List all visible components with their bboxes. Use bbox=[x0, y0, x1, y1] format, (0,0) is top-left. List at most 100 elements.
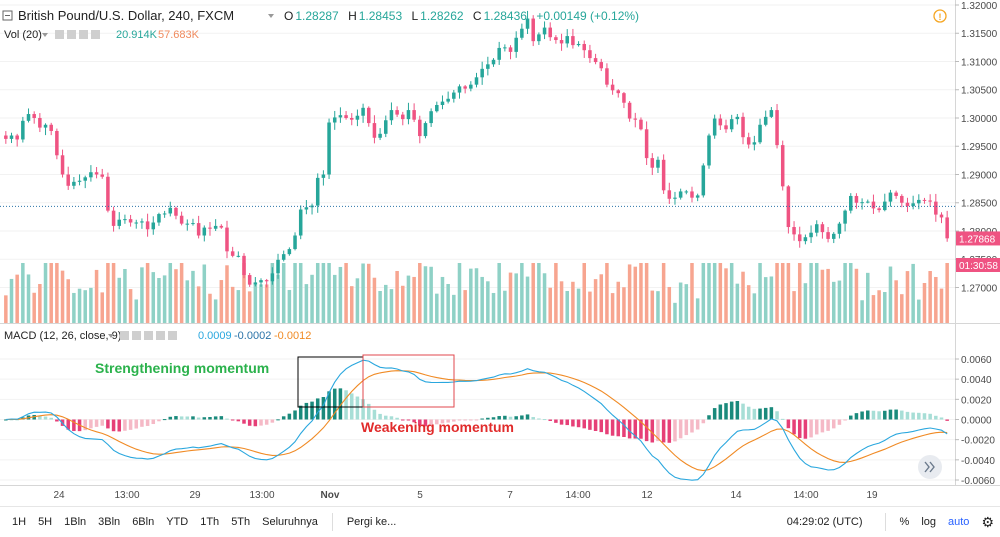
macd-histogram-bar bbox=[83, 419, 87, 431]
macd-histogram-bar bbox=[474, 419, 479, 421]
candle-body bbox=[287, 249, 292, 255]
candle-body bbox=[395, 110, 399, 115]
gear-icon[interactable]: ⚙ bbox=[981, 513, 994, 530]
candle-body bbox=[559, 40, 564, 44]
volume-bar bbox=[542, 273, 547, 323]
macd-histogram-bar bbox=[616, 419, 621, 437]
macd-histogram-bar bbox=[89, 419, 93, 429]
macd-histogram-bar bbox=[276, 419, 280, 421]
study-controls[interactable] bbox=[120, 331, 177, 340]
volume-bar bbox=[701, 263, 706, 323]
macd-histogram-bar bbox=[695, 419, 700, 430]
candle-body bbox=[15, 135, 19, 140]
goto-date-button[interactable]: Pergi ke... bbox=[346, 516, 397, 528]
svg-text:Vol (20): Vol (20) bbox=[4, 29, 42, 41]
chevron-down-icon[interactable] bbox=[268, 14, 274, 18]
candle-body bbox=[894, 192, 898, 196]
chevron-down-icon[interactable] bbox=[42, 33, 48, 37]
candle-body bbox=[338, 115, 343, 118]
candle-body bbox=[814, 224, 819, 233]
macd-histogram-bar bbox=[191, 416, 195, 420]
candle-body bbox=[293, 235, 297, 250]
range-button-5h[interactable]: 5H bbox=[38, 516, 53, 528]
macd-histogram-bar bbox=[866, 410, 870, 420]
volume-bar bbox=[763, 277, 768, 323]
macd-histogram-bar bbox=[661, 419, 666, 443]
collapse-icon[interactable] bbox=[2, 10, 13, 21]
candle-body bbox=[4, 135, 8, 139]
macd-histogram-bar bbox=[293, 410, 297, 420]
range-button-1bln[interactable]: 1Bln bbox=[64, 516, 87, 528]
macd-histogram-bar bbox=[877, 411, 881, 420]
candle-body bbox=[378, 133, 382, 138]
volume-bar bbox=[355, 278, 360, 323]
volume-bar bbox=[349, 286, 354, 323]
volume-bar bbox=[531, 263, 535, 323]
volume-bar bbox=[162, 275, 167, 323]
volume-bar bbox=[111, 263, 116, 323]
macd-axis[interactable]: 0.0060 0.0040 0.0020 0.0000 -0.0020 -0.0040 -0… bbox=[955, 355, 995, 487]
range-button-seluruhnya[interactable]: Seluruhnya bbox=[262, 516, 318, 528]
macd-histogram-bar bbox=[446, 419, 450, 423]
candle-body bbox=[588, 50, 592, 59]
macd-histogram-bar bbox=[196, 417, 201, 420]
macd-tick-label: -0.0040 bbox=[961, 456, 995, 467]
volume-bar bbox=[247, 291, 252, 323]
macd-histogram-bar bbox=[401, 419, 405, 421]
candle-body bbox=[718, 118, 723, 126]
volume-bar bbox=[520, 263, 524, 323]
volume-bar bbox=[264, 284, 269, 323]
range-button-1th[interactable]: 1Th bbox=[200, 516, 220, 528]
percent-toggle[interactable]: % bbox=[899, 516, 910, 528]
candle-body bbox=[644, 129, 649, 159]
candle-body bbox=[786, 186, 791, 228]
macd-histogram-bar bbox=[678, 419, 683, 439]
volume-bar bbox=[831, 281, 836, 323]
macd-histogram-bar bbox=[588, 419, 592, 430]
macd-header: MACD (12, 26, close, 9) 0.0009 -0.0002 -… bbox=[4, 330, 311, 342]
macd-histogram-bar bbox=[849, 415, 853, 420]
volume-bar bbox=[55, 263, 59, 323]
macd-histogram-bar bbox=[497, 416, 501, 420]
study-controls[interactable] bbox=[55, 30, 100, 39]
macd-histogram-bar bbox=[576, 419, 581, 428]
candle-body bbox=[315, 177, 320, 206]
chart-canvas[interactable]: Strengthening momentum Weakening momentu… bbox=[0, 0, 1000, 506]
macd-histogram-bar bbox=[43, 416, 48, 420]
volume-bar bbox=[945, 263, 949, 323]
candle-body bbox=[582, 43, 587, 51]
scroll-to-realtime-button[interactable] bbox=[918, 455, 942, 479]
macd-histogram-bar bbox=[389, 416, 394, 420]
range-button-3bln[interactable]: 3Bln bbox=[98, 516, 121, 528]
macd-histogram-bar bbox=[780, 418, 785, 420]
chevron-down-icon[interactable] bbox=[108, 334, 114, 338]
candle-body bbox=[866, 201, 870, 203]
volume-bar bbox=[446, 283, 450, 323]
macd-histogram-bar bbox=[894, 409, 898, 420]
macd-histogram-bar bbox=[259, 419, 263, 426]
more-icon bbox=[91, 30, 100, 39]
range-button-1h[interactable]: 1H bbox=[12, 516, 27, 528]
log-toggle[interactable]: log bbox=[921, 516, 937, 528]
time-axis[interactable]: 24 13:00 29 13:00 Nov 5 7 14:00 12 14 14:00 19 bbox=[53, 490, 878, 501]
price-tick-label: 1.28500 bbox=[961, 199, 998, 210]
candle-body bbox=[134, 222, 139, 224]
candle-body bbox=[344, 115, 348, 118]
candle-body bbox=[435, 105, 439, 112]
range-button-6bln[interactable]: 6Bln bbox=[132, 516, 155, 528]
candle-body bbox=[837, 223, 842, 234]
candle-body bbox=[179, 215, 184, 224]
weakening-box bbox=[362, 354, 455, 408]
clock-label[interactable]: 04:29:02 (UTC) bbox=[786, 516, 863, 528]
warning-icon[interactable] bbox=[933, 9, 947, 23]
volume-bar bbox=[15, 274, 19, 323]
candle-body bbox=[480, 68, 484, 78]
volume-bar bbox=[582, 263, 587, 323]
macd-histogram-bar bbox=[349, 393, 354, 420]
range-button-ytd[interactable]: YTD bbox=[166, 516, 189, 528]
macd-histogram-bar bbox=[72, 419, 76, 432]
volume-bar bbox=[684, 284, 689, 323]
range-button-5th[interactable]: 5Th bbox=[231, 516, 251, 528]
auto-toggle[interactable]: auto bbox=[948, 516, 970, 528]
volume-bar bbox=[900, 294, 904, 323]
